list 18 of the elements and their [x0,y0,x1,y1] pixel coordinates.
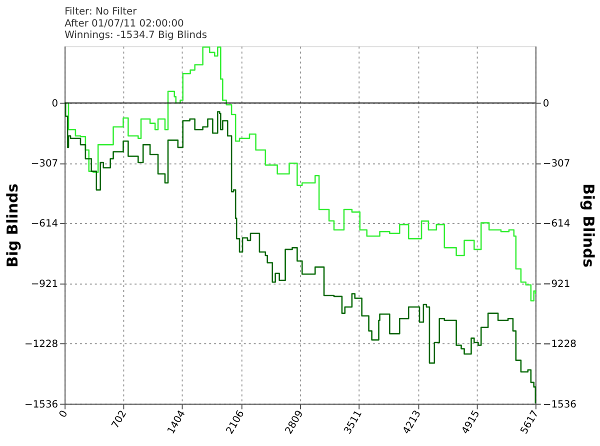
y-tick-label: −921 [30,278,58,290]
text: Filter: No Filter [64,6,138,18]
text: After 01/07/11 02:00:00 [64,18,184,30]
y2-tick-label: −921 [542,278,570,290]
y2-axis-title: Big Blinds [579,183,598,268]
x-tick-label: 0 [58,408,70,420]
y-tick-label: −307 [30,158,58,170]
y2-tick-label: −307 [542,158,570,170]
y-tick-label: −614 [30,218,58,230]
y2-tick-label: −614 [542,218,570,230]
y-tick-label: 0 [52,98,58,110]
y-tick-label: −1228 [24,338,58,350]
y2-tick-label: −1536 [542,399,576,410]
y-tick-label: −1536 [24,399,58,410]
y2-tick-label: 0 [542,98,550,110]
y-axis-title: Big Blinds [4,183,22,268]
y2-tick-label: −1228 [542,338,576,350]
text: Winnings: -1534.7 Big Blinds [64,30,208,42]
